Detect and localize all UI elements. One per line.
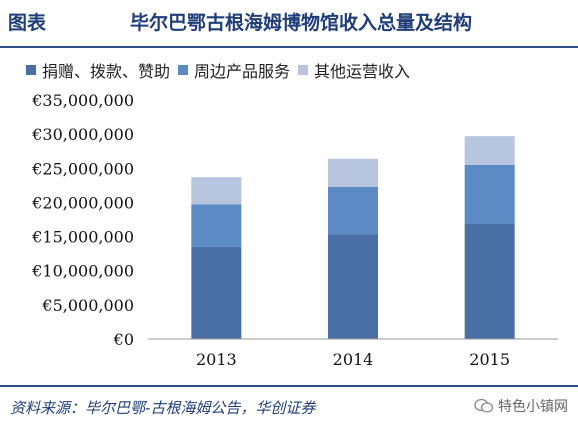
- bar-segment: [464, 164, 515, 224]
- bar-segment: [464, 223, 515, 339]
- y-tick-label: €0: [113, 330, 134, 349]
- bar-segment: [328, 234, 378, 339]
- bar-segment: [191, 246, 242, 339]
- legend-item: 捐赠、拨款、赞助: [26, 58, 170, 82]
- legend-swatch: [26, 65, 36, 75]
- bar-segment: [328, 158, 378, 187]
- legend-swatch: [178, 65, 189, 75]
- y-tick-label: €30,000,000: [31, 125, 134, 144]
- legend-label: 周边产品服务: [194, 62, 291, 81]
- source-note: 资料来源：毕尔巴鄂-古根海姆公告，华创证券: [10, 399, 316, 417]
- chart-footer: 资料来源：毕尔巴鄂-古根海姆公告，华创证券 特色小镇网: [0, 385, 578, 429]
- watermark-text: 特色小镇网: [498, 399, 568, 415]
- y-tick-label: €5,000,000: [41, 296, 134, 315]
- figure-label: 图表: [8, 12, 47, 34]
- stacked-bar-chart: €0 €5,000,000 €10,000,000 €15,000,000 €20,00…: [31, 91, 558, 369]
- bar-segment: [191, 204, 242, 247]
- x-tick-label: 2013: [196, 350, 237, 369]
- y-tick-label: €20,000,000: [31, 193, 134, 212]
- legend-item: 其他运营收入: [298, 58, 410, 82]
- x-tick-label: 2015: [469, 350, 510, 369]
- legend-label: 捐赠、拨款、赞助: [42, 62, 171, 81]
- legend-swatch: [298, 65, 309, 75]
- watermark: 特色小镇网: [474, 396, 568, 416]
- legend-label: 其他运营收入: [314, 62, 411, 81]
- bar-segment: [328, 186, 378, 235]
- x-tick-label: 2014: [333, 350, 374, 369]
- chart-header: 图表 毕尔巴鄂古根海姆博物馆收入总量及结构: [0, 0, 578, 48]
- y-tick-label: €25,000,000: [31, 159, 134, 178]
- chart-legend: 捐赠、拨款、赞助 周边产品服务 其他运营收入: [26, 58, 566, 82]
- bar-segment: [191, 177, 242, 205]
- wechat-icon: [474, 398, 494, 413]
- legend-item: 周边产品服务: [178, 58, 290, 82]
- y-tick-label: €15,000,000: [31, 228, 134, 247]
- bar-segment: [464, 136, 515, 165]
- chart-title: 毕尔巴鄂古根海姆博物馆收入总量及结构: [130, 12, 473, 34]
- y-tick-label: €35,000,000: [31, 91, 134, 110]
- y-tick-label: €10,000,000: [31, 262, 134, 281]
